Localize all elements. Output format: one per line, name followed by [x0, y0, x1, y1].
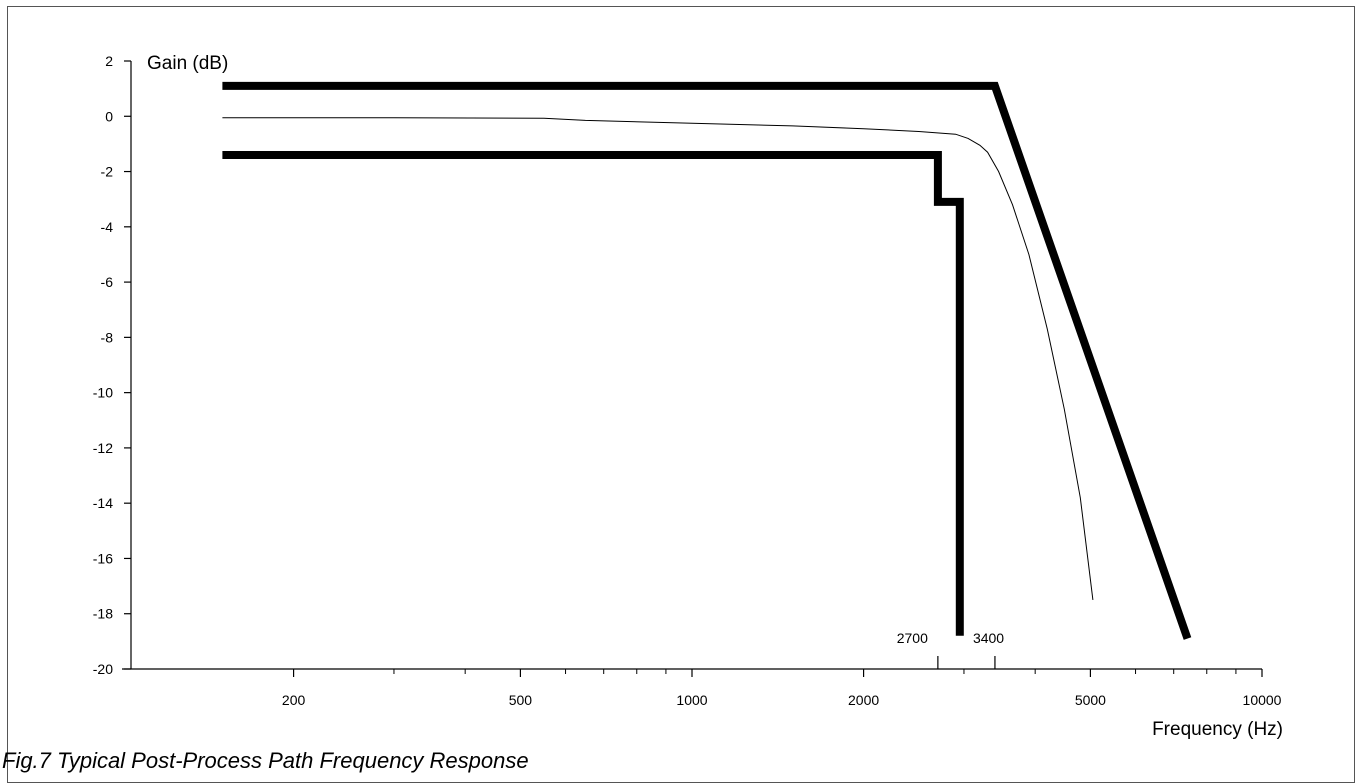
x-tick-label: 200: [282, 692, 306, 708]
y-tick-label: -14: [93, 495, 113, 511]
annotation-label: 3400: [973, 630, 1004, 646]
y-tick-label: -18: [93, 606, 113, 622]
y-tick-label: -2: [101, 164, 114, 180]
upper-limit-mask-line: [222, 81, 1192, 640]
typical-response-line: [222, 117, 1094, 600]
figure-caption: Fig.7 Typical Post-Process Path Frequenc…: [2, 748, 529, 773]
x-tick-label: 500: [509, 692, 533, 708]
y-tick-label: -8: [101, 329, 114, 345]
y-tick-label: -4: [101, 219, 114, 235]
x-tick-label: 5000: [1075, 692, 1106, 708]
y-tick-label: 2: [105, 53, 113, 69]
x-tick-label: 2000: [848, 692, 879, 708]
lower-limit-mask-line: [222, 151, 964, 636]
figure-frame: [7, 6, 1355, 783]
y-tick-label: -10: [93, 385, 113, 401]
y-tick-label: -12: [93, 440, 113, 456]
x-axis-label: Frequency (Hz): [1152, 719, 1283, 740]
y-tick-label: 0: [105, 108, 113, 124]
annotation-label: 2700: [897, 630, 928, 646]
x-tick-label: 10000: [1243, 692, 1282, 708]
x-tick-label: 1000: [676, 692, 707, 708]
y-tick-label: -6: [101, 274, 114, 290]
y-tick-label: -16: [93, 550, 113, 566]
series-layer: [222, 81, 1192, 640]
y-axis-label: Gain (dB): [147, 53, 228, 74]
axes-layer: 2 0 -2 -4 -6 -8 -10 -12 -14 -16 -18 -20 200 500 1000 20…: [93, 53, 1282, 708]
y-tick-label: -20: [93, 661, 113, 677]
